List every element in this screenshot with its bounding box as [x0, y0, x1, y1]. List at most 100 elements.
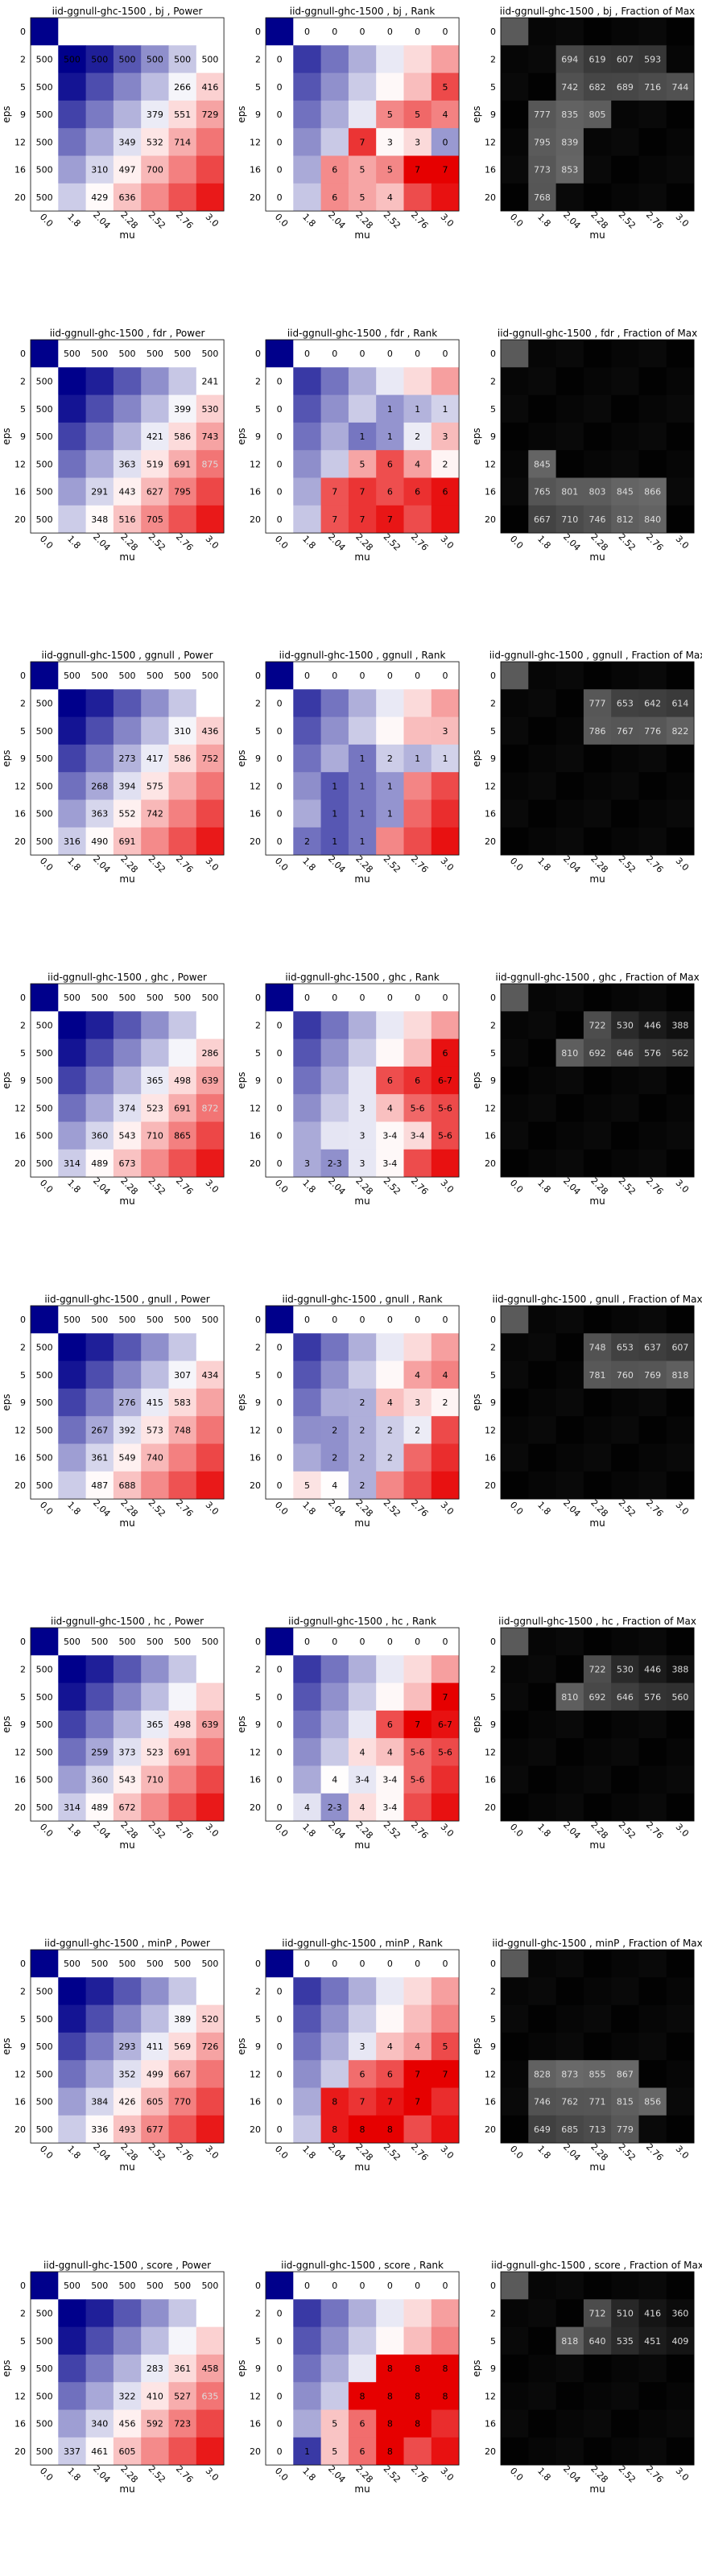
heatmap-cell	[611, 662, 639, 690]
cell-label: 500	[119, 671, 136, 681]
heatmap-cell	[320, 505, 349, 534]
cell-label: 0	[360, 1959, 365, 1969]
heatmap-cell	[168, 1416, 197, 1444]
cell-label: 500	[36, 1692, 53, 1703]
cell-label: 349	[119, 137, 136, 147]
heatmap-cell	[638, 1011, 667, 1039]
heatmap-cell	[266, 18, 294, 46]
cell-label: 3-4	[355, 1775, 370, 1785]
heatmap-cell	[528, 1710, 556, 1739]
heatmap-cell	[266, 1388, 294, 1417]
cell-label: 760	[617, 1370, 634, 1381]
heatmap-cell	[293, 100, 321, 129]
chart-title: iid-ggnull-ghc-1500 , fdr , Rank	[287, 328, 437, 339]
heatmap-cell	[431, 1977, 460, 2005]
heatmap-cell	[376, 505, 404, 534]
heatmap-cell	[431, 1655, 460, 1683]
heatmap-cell	[528, 1011, 556, 1039]
heatmap-panel: iid-ggnull-ghc-1500 , hc , Fraction of M…	[471, 1616, 696, 1851]
heatmap-cell	[403, 450, 432, 478]
heatmap-cell	[611, 450, 639, 478]
y-tick-label: 2	[490, 54, 496, 64]
heatmap-cell	[611, 2115, 639, 2144]
y-tick-label: 0	[255, 1637, 261, 1647]
y-tick-label: 9	[490, 753, 496, 764]
heatmap-cell	[431, 2032, 460, 2061]
heatmap-cell	[141, 155, 169, 184]
heatmap-cell	[85, 1011, 114, 1039]
cell-label: 497	[119, 165, 136, 175]
cell-label: 552	[119, 809, 136, 819]
heatmap-cell	[31, 1416, 59, 1444]
heatmap-cell	[293, 18, 321, 46]
heatmap-cell	[58, 1977, 86, 2005]
heatmap-cell	[555, 2326, 584, 2355]
cell-label: 0	[442, 1315, 448, 1325]
heatmap-cell	[555, 1655, 584, 1683]
heatmap-cell	[638, 100, 667, 129]
cell-label: 500	[36, 2308, 53, 2318]
heatmap-cell	[403, 1471, 432, 1500]
heatmap-cell	[168, 1793, 197, 1822]
cell-label: 500	[64, 1637, 81, 1647]
cell-label: 723	[174, 2419, 191, 2429]
cell-label: 2	[332, 1453, 337, 1463]
heatmap-cell	[431, 1011, 460, 1039]
x-tick-label: 3.0	[674, 2466, 692, 2483]
heatmap-cell	[583, 1038, 612, 1067]
heatmap-cell	[348, 1682, 377, 1711]
heatmap-cell	[58, 100, 86, 129]
heatmap-cell	[348, 1950, 377, 1978]
cell-label: 500	[36, 2124, 53, 2135]
heatmap-cell	[266, 1682, 294, 1711]
heatmap-cell	[501, 799, 529, 828]
heatmap-cell	[403, 1738, 432, 1766]
y-tick-label: 2	[20, 1986, 26, 1996]
heatmap-cell	[348, 2272, 377, 2300]
cell-label: 6	[442, 487, 448, 497]
x-tick-label: 2.52	[382, 1819, 403, 1841]
heatmap-cell	[348, 1360, 377, 1389]
heatmap-cell	[141, 716, 169, 745]
cell-label: 839	[561, 137, 578, 147]
heatmap-cell	[168, 183, 197, 212]
x-axis-label: mu	[119, 229, 134, 241]
y-tick-label: 12	[250, 2391, 261, 2401]
cell-label: 530	[617, 1020, 634, 1030]
cell-label: 867	[617, 2069, 634, 2079]
x-tick-label: 2.28	[588, 853, 610, 875]
heatmap-cell	[666, 1011, 695, 1039]
heatmap-cell	[320, 340, 349, 368]
cell-label: 500	[36, 1747, 53, 1757]
y-tick-label: 20	[485, 1158, 496, 1169]
y-tick-label: 0	[20, 1315, 26, 1325]
heatmap-cell	[555, 1416, 584, 1444]
cell-label: 500	[147, 671, 163, 681]
cell-label: 500	[36, 1075, 53, 1086]
heatmap-cell	[293, 1066, 321, 1095]
cell-label: 316	[64, 836, 81, 847]
cell-label: 746	[589, 514, 606, 525]
heatmap-cell	[528, 1443, 556, 1472]
cell-label: 2-3	[328, 1802, 342, 1813]
y-tick-label: 20	[485, 1480, 496, 1491]
cell-label: 0	[277, 2308, 283, 2318]
heatmap-cell	[348, 1443, 377, 1472]
heatmap-cell	[403, 1443, 432, 1472]
heatmap-cell	[266, 2032, 294, 2061]
cell-label: 500	[36, 1131, 53, 1141]
heatmap-cell	[666, 394, 695, 423]
heatmap-cell	[376, 1710, 404, 1739]
heatmap-cell	[403, 1765, 432, 1794]
heatmap-cell	[666, 183, 695, 212]
heatmap-cell	[31, 1011, 59, 1039]
cell-label: 498	[174, 1719, 191, 1730]
cell-label: 619	[589, 54, 606, 64]
cell-label: 500	[201, 2281, 218, 2291]
heatmap-cell	[555, 2299, 584, 2327]
cell-label: 0	[277, 137, 283, 147]
heatmap-cell	[113, 1121, 142, 1150]
y-tick-label: 2	[255, 1342, 261, 1352]
heatmap-cell	[293, 2032, 321, 2061]
cell-label: 0	[277, 1342, 283, 1352]
